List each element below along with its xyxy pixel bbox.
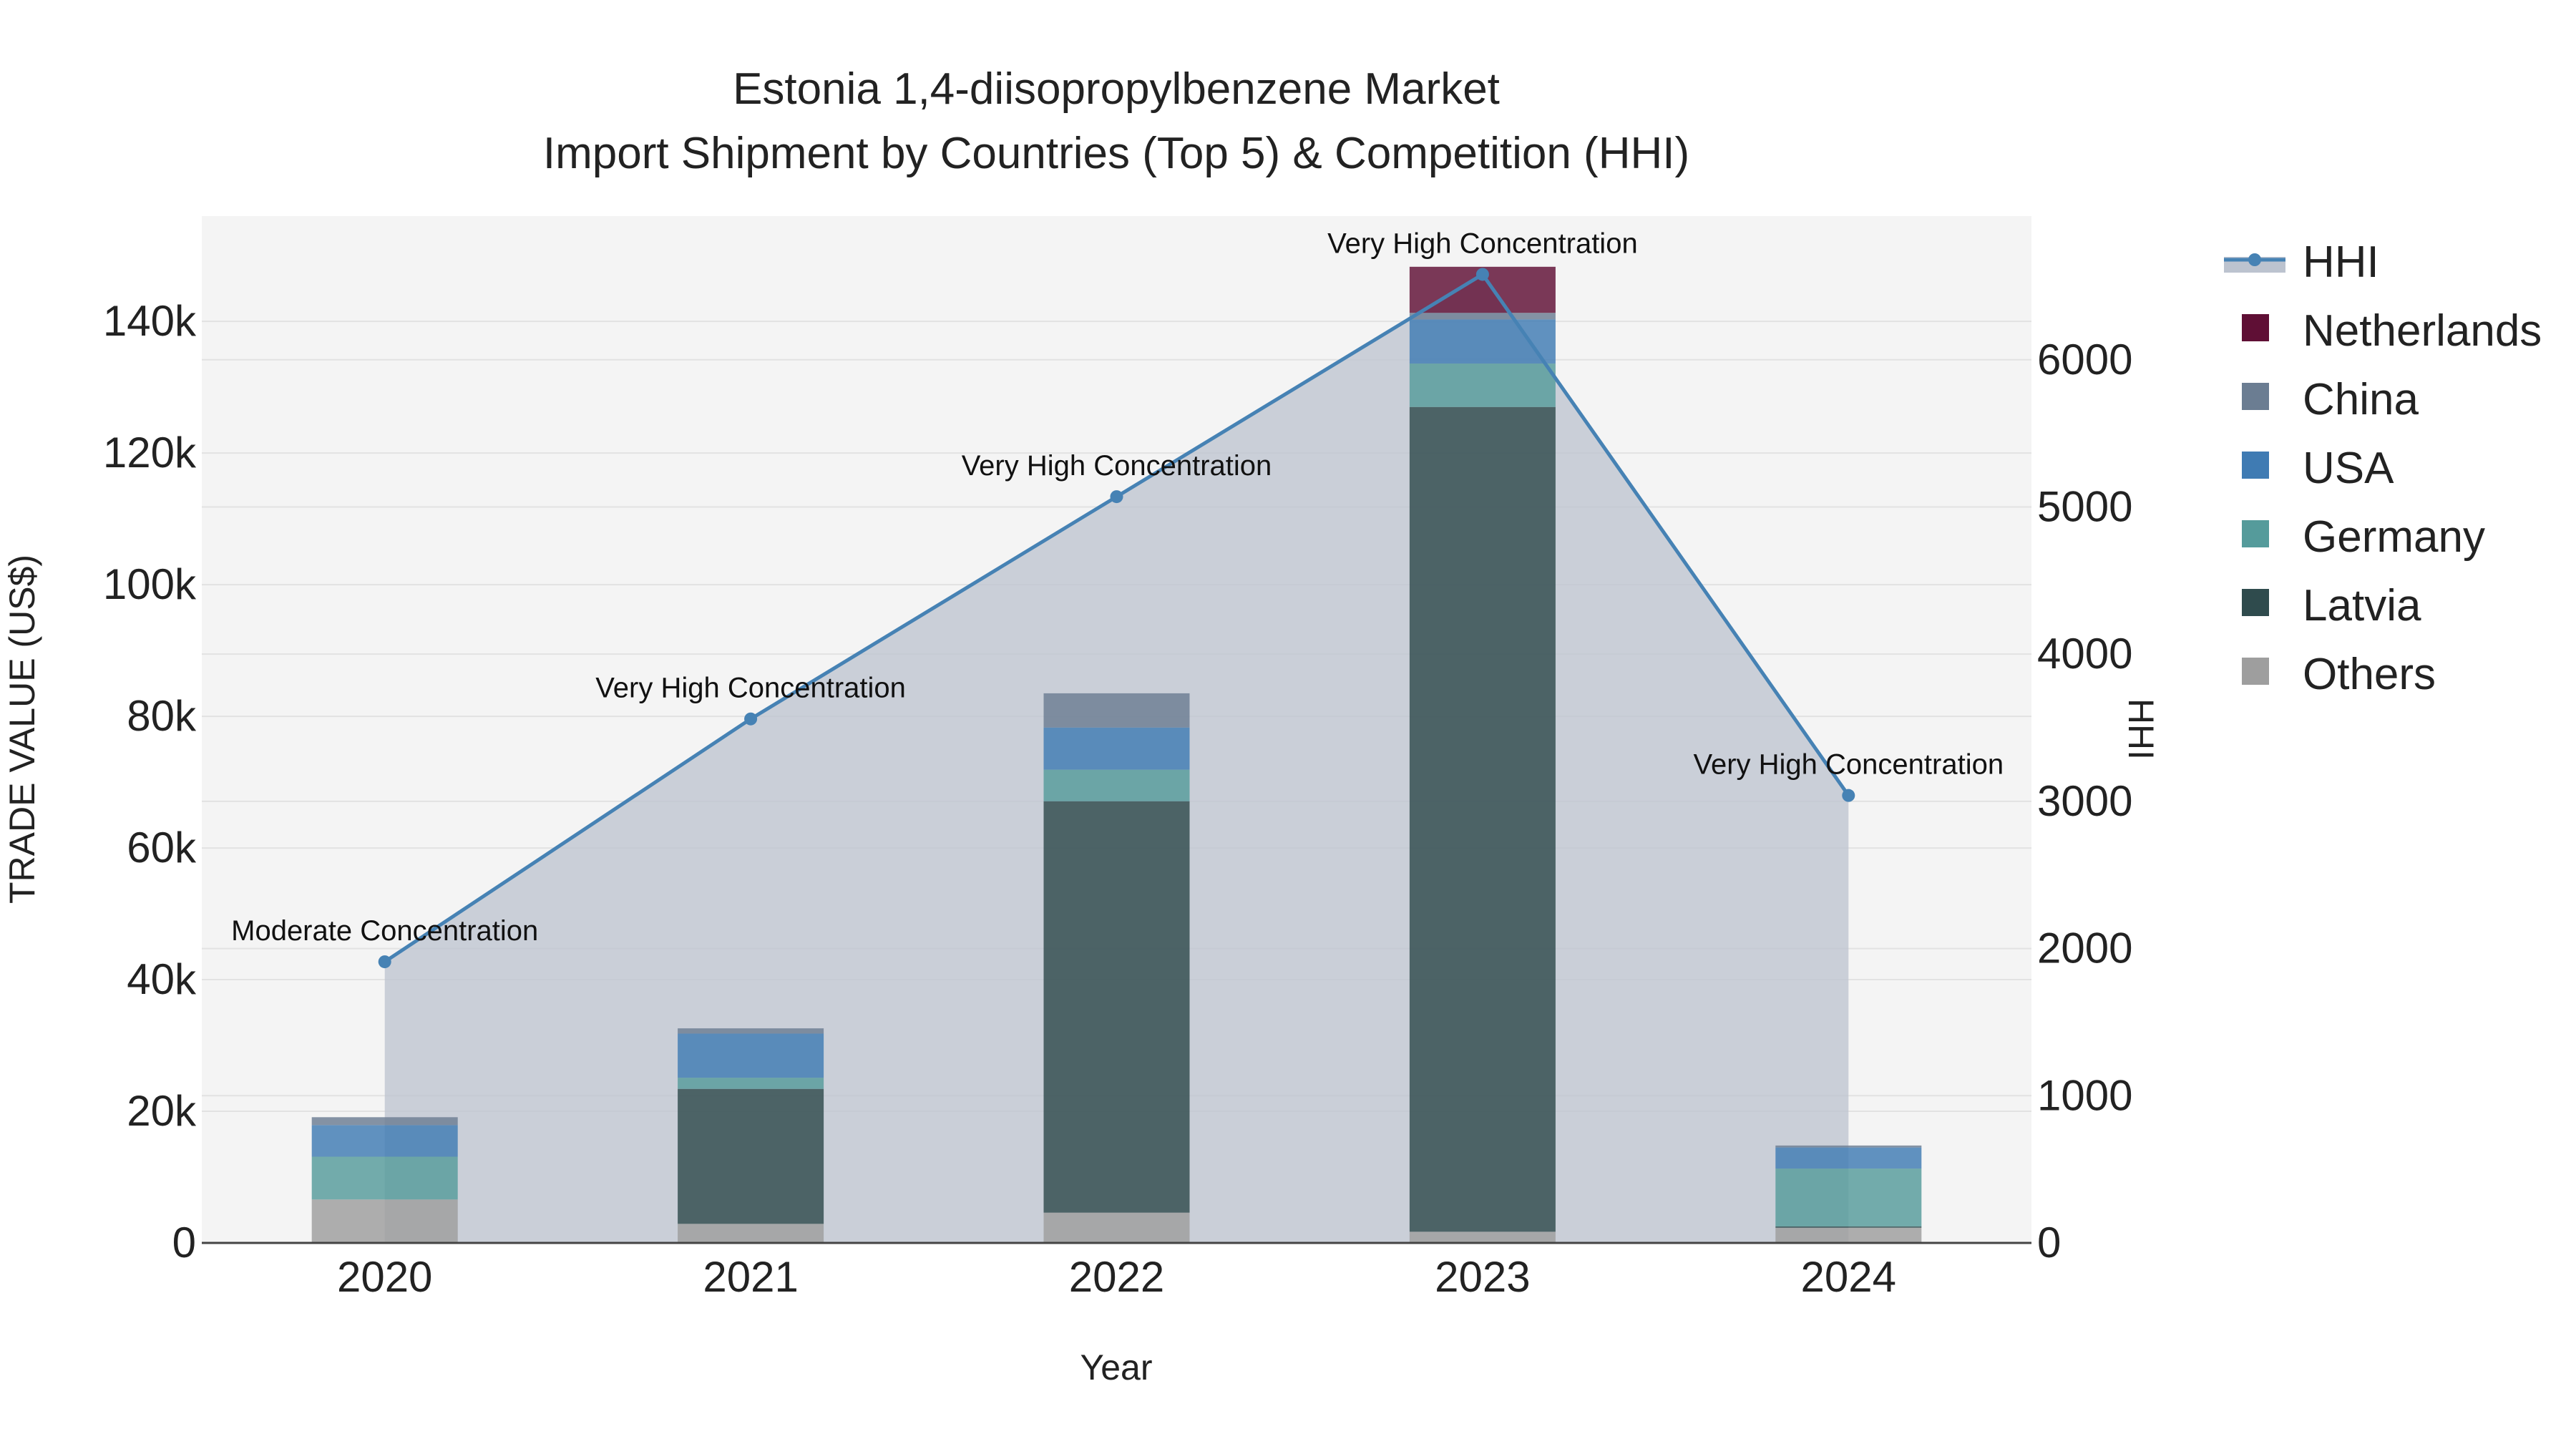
- y2-tick-label: 6000: [2037, 336, 2132, 384]
- y2-axis-title: HHI: [2121, 698, 2161, 760]
- chart-title-line1: Estonia 1,4-diisopropylbenzene Market: [733, 64, 1500, 114]
- y-axis-title: TRADE VALUE (US$): [2, 555, 42, 904]
- bar-latvia-2021: [678, 1088, 824, 1224]
- y-tick-label: 100k: [103, 560, 197, 608]
- legend-label: China: [2303, 375, 2419, 424]
- bar-usa-2023: [1409, 319, 1556, 364]
- y-tick-label: 120k: [103, 429, 197, 477]
- legend-swatch-others: [2242, 658, 2269, 685]
- hhi-point: [744, 712, 758, 726]
- hhi-annotation: Very High Concentration: [1327, 228, 1638, 259]
- hhi-annotation: Moderate Concentration: [231, 915, 538, 947]
- bar-latvia-2024: [1775, 1226, 1922, 1228]
- bar-others-2022: [1043, 1212, 1190, 1243]
- x-axis-title: Year: [1080, 1347, 1152, 1387]
- y-tick-label: 140k: [103, 297, 197, 345]
- bar-china-2022: [1043, 693, 1190, 728]
- x-tick-label: 2020: [337, 1253, 432, 1301]
- y2-tick-label: 2000: [2037, 924, 2132, 972]
- y2-tick-label: 4000: [2037, 630, 2132, 678]
- hhi-annotation: Very High Concentration: [1694, 749, 2004, 781]
- legend-swatch-china: [2242, 383, 2269, 410]
- legend-swatch-latvia: [2242, 589, 2269, 616]
- x-tick-label: 2023: [1435, 1253, 1530, 1301]
- bar-latvia-2022: [1043, 801, 1190, 1213]
- hhi-line: [378, 268, 1855, 969]
- y-tick-label: 20k: [127, 1087, 197, 1135]
- x-tick-label: 2021: [703, 1253, 798, 1301]
- y-tick-label: 80k: [127, 692, 197, 740]
- bar-germany-2024: [1775, 1169, 1922, 1227]
- x-tick-label: 2022: [1069, 1253, 1164, 1301]
- bar-others-2021: [678, 1224, 824, 1243]
- bar-usa-2024: [1775, 1147, 1922, 1169]
- bar-usa-2022: [1043, 727, 1190, 770]
- bar-germany-2022: [1043, 769, 1190, 801]
- bar-others-2024: [1775, 1227, 1922, 1243]
- legend: HHI Netherlands China USA Germany Latvia Other…: [2224, 238, 2542, 699]
- bar-china-2021: [678, 1028, 824, 1034]
- y2-tick-label: 5000: [2037, 482, 2132, 530]
- y-axis-ticks: 0 20k 40k 60k 80k 100k 120k 140k: [103, 297, 197, 1267]
- hhi-point: [378, 955, 391, 969]
- legend-label: HHI: [2303, 238, 2379, 287]
- hhi-point: [1475, 268, 1489, 281]
- y2-tick-label: 0: [2037, 1219, 2061, 1267]
- bar-china-2020: [311, 1117, 458, 1126]
- hhi-annotation: Very High Concentration: [962, 450, 1272, 482]
- y2-tick-label: 3000: [2037, 777, 2132, 825]
- y-tick-label: 60k: [127, 824, 197, 872]
- y-tick-label: 40k: [127, 955, 197, 1003]
- hhi-annotation: Very High Concentration: [595, 673, 906, 704]
- y2-axis-ticks: 0 1000 2000 3000 4000 5000 6000: [2037, 336, 2132, 1267]
- legend-label: USA: [2303, 444, 2394, 493]
- legend-label: Others: [2303, 650, 2436, 699]
- y-tick-label: 0: [172, 1219, 196, 1267]
- chart-title-line2: Import Shipment by Countries (Top 5) & C…: [543, 129, 1689, 178]
- bars: [311, 266, 1922, 1243]
- bar-china-2024: [1775, 1145, 1922, 1148]
- bar-usa-2021: [678, 1033, 824, 1078]
- legend-swatch-germany: [2242, 520, 2269, 547]
- bar-others-2023: [1409, 1231, 1556, 1243]
- bar-germany-2021: [678, 1078, 824, 1089]
- bar-china-2023: [1409, 313, 1556, 320]
- x-tick-label: 2024: [1801, 1253, 1896, 1301]
- bar-others-2020: [311, 1199, 458, 1243]
- legend-swatch-usa: [2242, 452, 2269, 479]
- legend-label: Germany: [2303, 512, 2485, 562]
- x-axis-ticks: 2020 2021 2022 2023 2024: [337, 1253, 1896, 1301]
- hhi-labels: Moderate Concentration Very High Concentr…: [231, 228, 2004, 947]
- legend-label: Latvia: [2303, 581, 2421, 630]
- legend-hhi-marker: [2248, 253, 2261, 266]
- hhi-point: [1842, 789, 1855, 802]
- hhi-point: [1110, 490, 1123, 504]
- y2-tick-label: 1000: [2037, 1071, 2132, 1119]
- bar-usa-2020: [311, 1125, 458, 1157]
- legend-swatch-netherlands: [2242, 314, 2269, 341]
- bar-germany-2023: [1409, 364, 1556, 407]
- bar-germany-2020: [311, 1156, 458, 1200]
- legend-label: Netherlands: [2303, 306, 2542, 356]
- bar-latvia-2023: [1409, 406, 1556, 1232]
